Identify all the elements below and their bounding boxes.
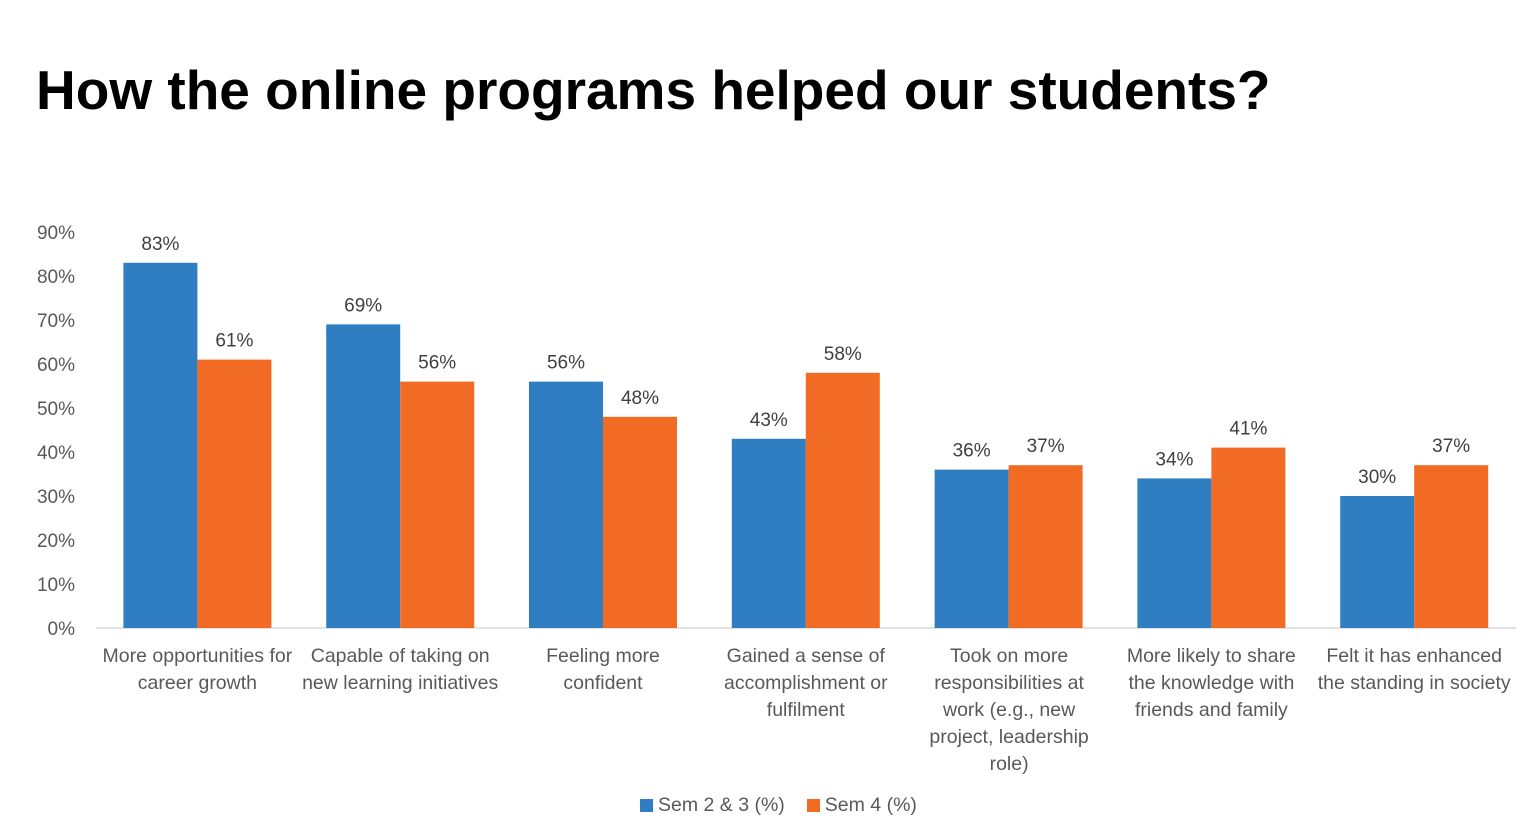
data-label: 83% [141,234,179,255]
y-tick-label: 0% [48,619,76,640]
y-tick-label: 20% [37,531,75,552]
data-label: 69% [344,295,382,316]
y-tick-label: 80% [37,267,75,288]
x-category-label: Took on more responsibilities at work (e… [929,645,1089,775]
data-label: 34% [1155,449,1193,470]
bar-sem-4 [1008,465,1083,628]
y-tick-label: 40% [37,443,75,464]
data-label: 37% [1432,436,1470,457]
bar-sem-4 [1414,465,1489,628]
data-label: 61% [215,331,253,352]
data-label: 43% [750,410,788,431]
y-tick-label: 30% [37,487,75,508]
x-category-label: Gained a sense of accomplishment or fulf… [723,645,888,721]
y-tick-label: 60% [37,355,75,376]
data-label: 30% [1358,467,1396,488]
x-category-label: Feeling more confident [546,645,660,694]
legend: Sem 2 & 3 (%) Sem 4 (%) [640,794,917,817]
y-tick-label: 10% [37,575,75,596]
x-category-label: More likely to share the knowledge with … [1126,645,1296,721]
bar-sem-2-3 [123,262,198,628]
y-tick-label: 70% [37,311,75,332]
bar-sem-2-3 [934,469,1009,628]
bar-sem-2-3 [1137,478,1212,628]
bar-sem-2-3 [529,381,603,628]
y-tick-label: 50% [37,399,75,420]
legend-item-sem-4: Sem 4 (%) [806,794,917,817]
bar-sem-4 [400,381,475,628]
bar-sem-4 [197,359,272,628]
bar-sem-2-3 [731,438,806,628]
y-tick-label: 90% [37,223,75,244]
x-category-label: Felt it has enhanced the standing in soc… [1317,645,1511,694]
legend-label: Sem 2 & 3 (%) [658,794,785,816]
slide-title: How the online programs helped our stude… [36,59,1271,121]
data-label: 56% [547,353,585,374]
legend-item-sem-2-3: Sem 2 & 3 (%) [640,794,785,817]
bar-sem-2-3 [1340,496,1415,628]
legend-label: Sem 4 (%) [824,794,917,816]
legend-swatch-sem-2-3 [640,799,653,812]
data-label: 56% [418,353,456,374]
bar-sem-4 [603,416,677,628]
x-category-label: Capable of taking on new learning initia… [302,645,499,694]
bar-sem-4 [805,372,880,628]
data-label: 41% [1229,419,1267,440]
bar-sem-4 [1211,447,1286,628]
data-label: 48% [621,388,659,409]
legend-swatch-sem-4 [806,799,820,812]
x-category-label: More opportunities for career growth [102,645,293,694]
bar-sem-2-3 [326,324,401,628]
data-label: 37% [1027,436,1065,457]
data-label: 36% [953,441,991,462]
data-label: 58% [824,344,862,365]
